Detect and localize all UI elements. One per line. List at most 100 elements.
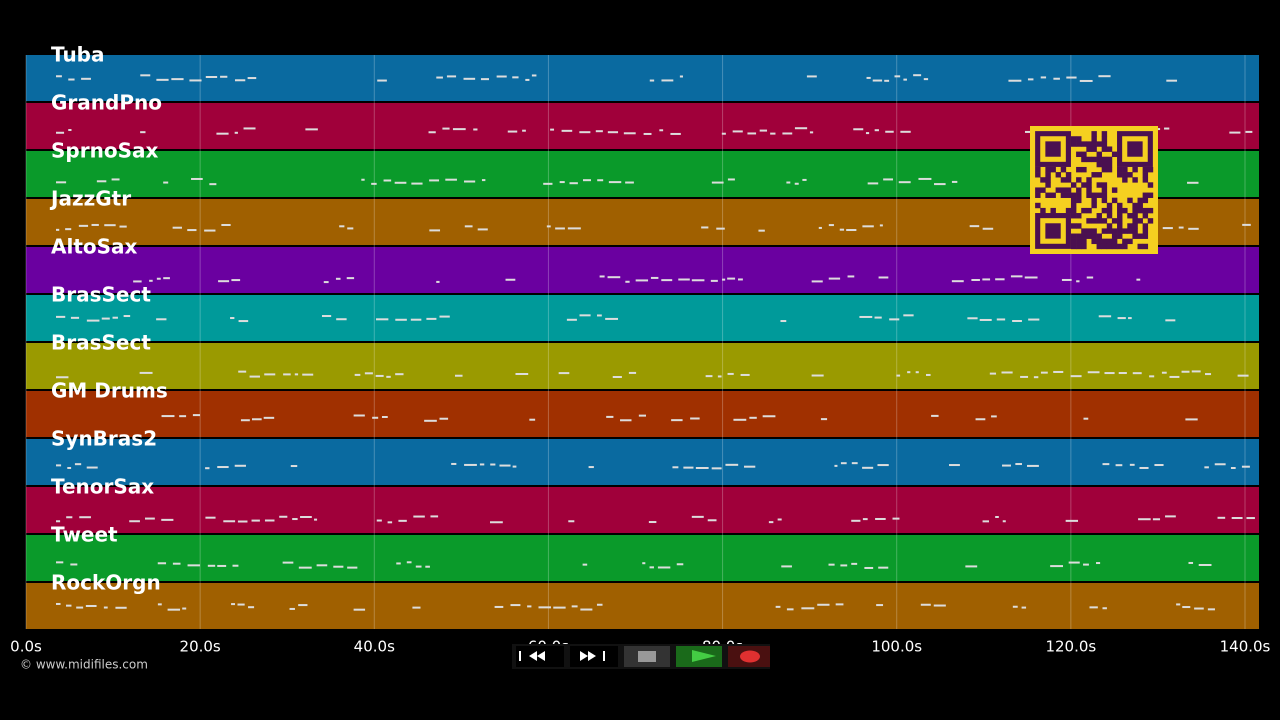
note bbox=[1079, 79, 1093, 82]
note bbox=[806, 75, 817, 78]
note bbox=[323, 281, 329, 284]
stop-button[interactable] bbox=[624, 646, 670, 667]
note bbox=[867, 182, 879, 185]
note bbox=[913, 74, 922, 77]
note bbox=[934, 183, 946, 186]
qr-code bbox=[1030, 126, 1158, 254]
note bbox=[316, 564, 328, 567]
note bbox=[172, 226, 182, 229]
note bbox=[721, 132, 726, 135]
note bbox=[851, 562, 858, 565]
qr-module bbox=[1086, 218, 1092, 224]
qr-module bbox=[1070, 213, 1077, 219]
note bbox=[496, 75, 507, 78]
qr-module bbox=[1111, 187, 1118, 193]
qr-module bbox=[1132, 223, 1138, 229]
note bbox=[237, 520, 248, 523]
note bbox=[512, 465, 517, 468]
note bbox=[282, 561, 294, 564]
note bbox=[512, 76, 519, 79]
note bbox=[231, 603, 236, 606]
track-lane bbox=[26, 343, 1259, 389]
qr-module bbox=[1081, 166, 1087, 173]
note bbox=[559, 181, 565, 184]
qr-module bbox=[1117, 233, 1123, 239]
qr-module bbox=[1070, 192, 1077, 198]
note bbox=[172, 562, 181, 565]
qr-module bbox=[1142, 223, 1149, 229]
note bbox=[251, 519, 260, 522]
note bbox=[398, 519, 407, 522]
note bbox=[661, 279, 673, 282]
note bbox=[238, 320, 249, 323]
track-lane bbox=[26, 487, 1259, 533]
note bbox=[638, 414, 646, 417]
qr-module bbox=[1096, 172, 1102, 178]
note bbox=[424, 419, 437, 422]
record-button[interactable] bbox=[728, 646, 770, 667]
qr-module bbox=[1081, 238, 1087, 245]
qr-module bbox=[1137, 243, 1143, 250]
note bbox=[156, 78, 169, 81]
qr-module bbox=[1132, 218, 1138, 224]
note bbox=[744, 465, 756, 468]
time-tick-label: 20.0s bbox=[180, 638, 221, 656]
qr-module bbox=[1065, 187, 1072, 193]
note bbox=[1242, 223, 1251, 226]
qr-finder bbox=[1117, 131, 1153, 167]
note bbox=[851, 519, 861, 522]
qr-module bbox=[1106, 166, 1113, 173]
note bbox=[238, 370, 247, 373]
note bbox=[915, 371, 919, 374]
qr-module bbox=[1086, 156, 1092, 163]
note bbox=[300, 515, 312, 518]
note bbox=[1104, 372, 1115, 375]
note bbox=[1188, 227, 1199, 230]
note bbox=[1096, 562, 1101, 565]
track-name: RockOrgn bbox=[51, 571, 161, 595]
note bbox=[67, 466, 72, 469]
note bbox=[156, 277, 161, 280]
note bbox=[56, 228, 60, 231]
qr-module bbox=[1106, 223, 1113, 229]
qr-module bbox=[1142, 207, 1149, 214]
note bbox=[191, 177, 203, 180]
note bbox=[1169, 375, 1180, 378]
note bbox=[717, 375, 722, 378]
note bbox=[163, 181, 169, 184]
qr-module bbox=[1122, 166, 1128, 173]
note bbox=[649, 79, 655, 82]
qr-module bbox=[1091, 233, 1097, 239]
note bbox=[794, 127, 808, 130]
note bbox=[597, 179, 604, 182]
qr-module bbox=[1106, 207, 1113, 214]
rewind-button[interactable] bbox=[516, 646, 564, 667]
note bbox=[982, 227, 994, 230]
note bbox=[1083, 417, 1089, 420]
note bbox=[907, 371, 911, 374]
forward-button[interactable] bbox=[570, 646, 618, 667]
note bbox=[489, 521, 503, 524]
note bbox=[865, 132, 870, 135]
note bbox=[892, 517, 900, 520]
qr-module bbox=[1147, 182, 1154, 188]
note bbox=[505, 278, 516, 281]
note bbox=[1098, 75, 1111, 78]
note bbox=[596, 603, 603, 606]
note bbox=[898, 181, 911, 184]
note bbox=[525, 78, 530, 81]
note bbox=[207, 564, 216, 567]
qr-module bbox=[1127, 223, 1133, 229]
note bbox=[209, 183, 217, 186]
note bbox=[65, 228, 72, 231]
note bbox=[1164, 127, 1170, 130]
note bbox=[835, 603, 844, 606]
note bbox=[1040, 371, 1048, 374]
transport-controls bbox=[512, 644, 770, 669]
note bbox=[567, 227, 581, 230]
note bbox=[376, 519, 382, 522]
play-button[interactable] bbox=[676, 646, 722, 667]
note bbox=[283, 373, 291, 376]
qr-module bbox=[1147, 218, 1154, 224]
note bbox=[240, 419, 250, 422]
